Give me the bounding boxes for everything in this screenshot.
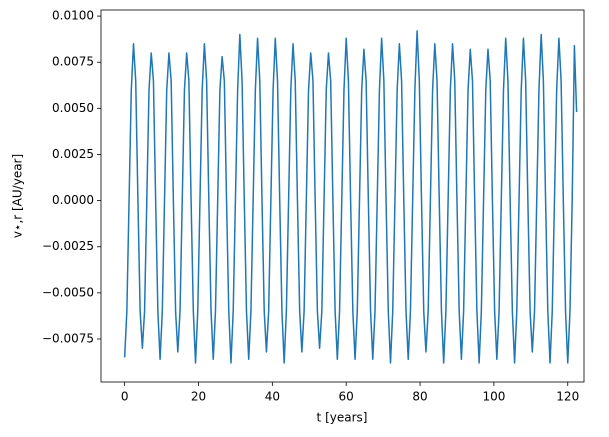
x-tick-label: 80 bbox=[412, 390, 427, 404]
y-axis-label: v⋆,r [AU/year] bbox=[11, 154, 25, 238]
y-tick-label: 0.0100 bbox=[52, 9, 94, 23]
y-tick-label: 0.0000 bbox=[52, 193, 94, 207]
y-tick-label: −0.0075 bbox=[42, 332, 94, 346]
y-tick-label: −0.0025 bbox=[42, 239, 94, 253]
x-tick-label: 60 bbox=[339, 390, 354, 404]
x-tick-label: 20 bbox=[191, 390, 206, 404]
data-line bbox=[123, 30, 578, 364]
plot-frame bbox=[100, 9, 585, 383]
y-tick-label: 0.0075 bbox=[52, 55, 94, 69]
y-tick-label: 0.0050 bbox=[52, 101, 94, 115]
x-axis-label: t [years] bbox=[317, 411, 368, 425]
x-tick-label: 0 bbox=[121, 390, 129, 404]
x-tick-label: 100 bbox=[482, 390, 505, 404]
x-tick-label: 40 bbox=[265, 390, 280, 404]
x-tick-label: 120 bbox=[556, 390, 579, 404]
y-tick-label: 0.0025 bbox=[52, 147, 94, 161]
y-tick-label: −0.0050 bbox=[42, 285, 94, 299]
